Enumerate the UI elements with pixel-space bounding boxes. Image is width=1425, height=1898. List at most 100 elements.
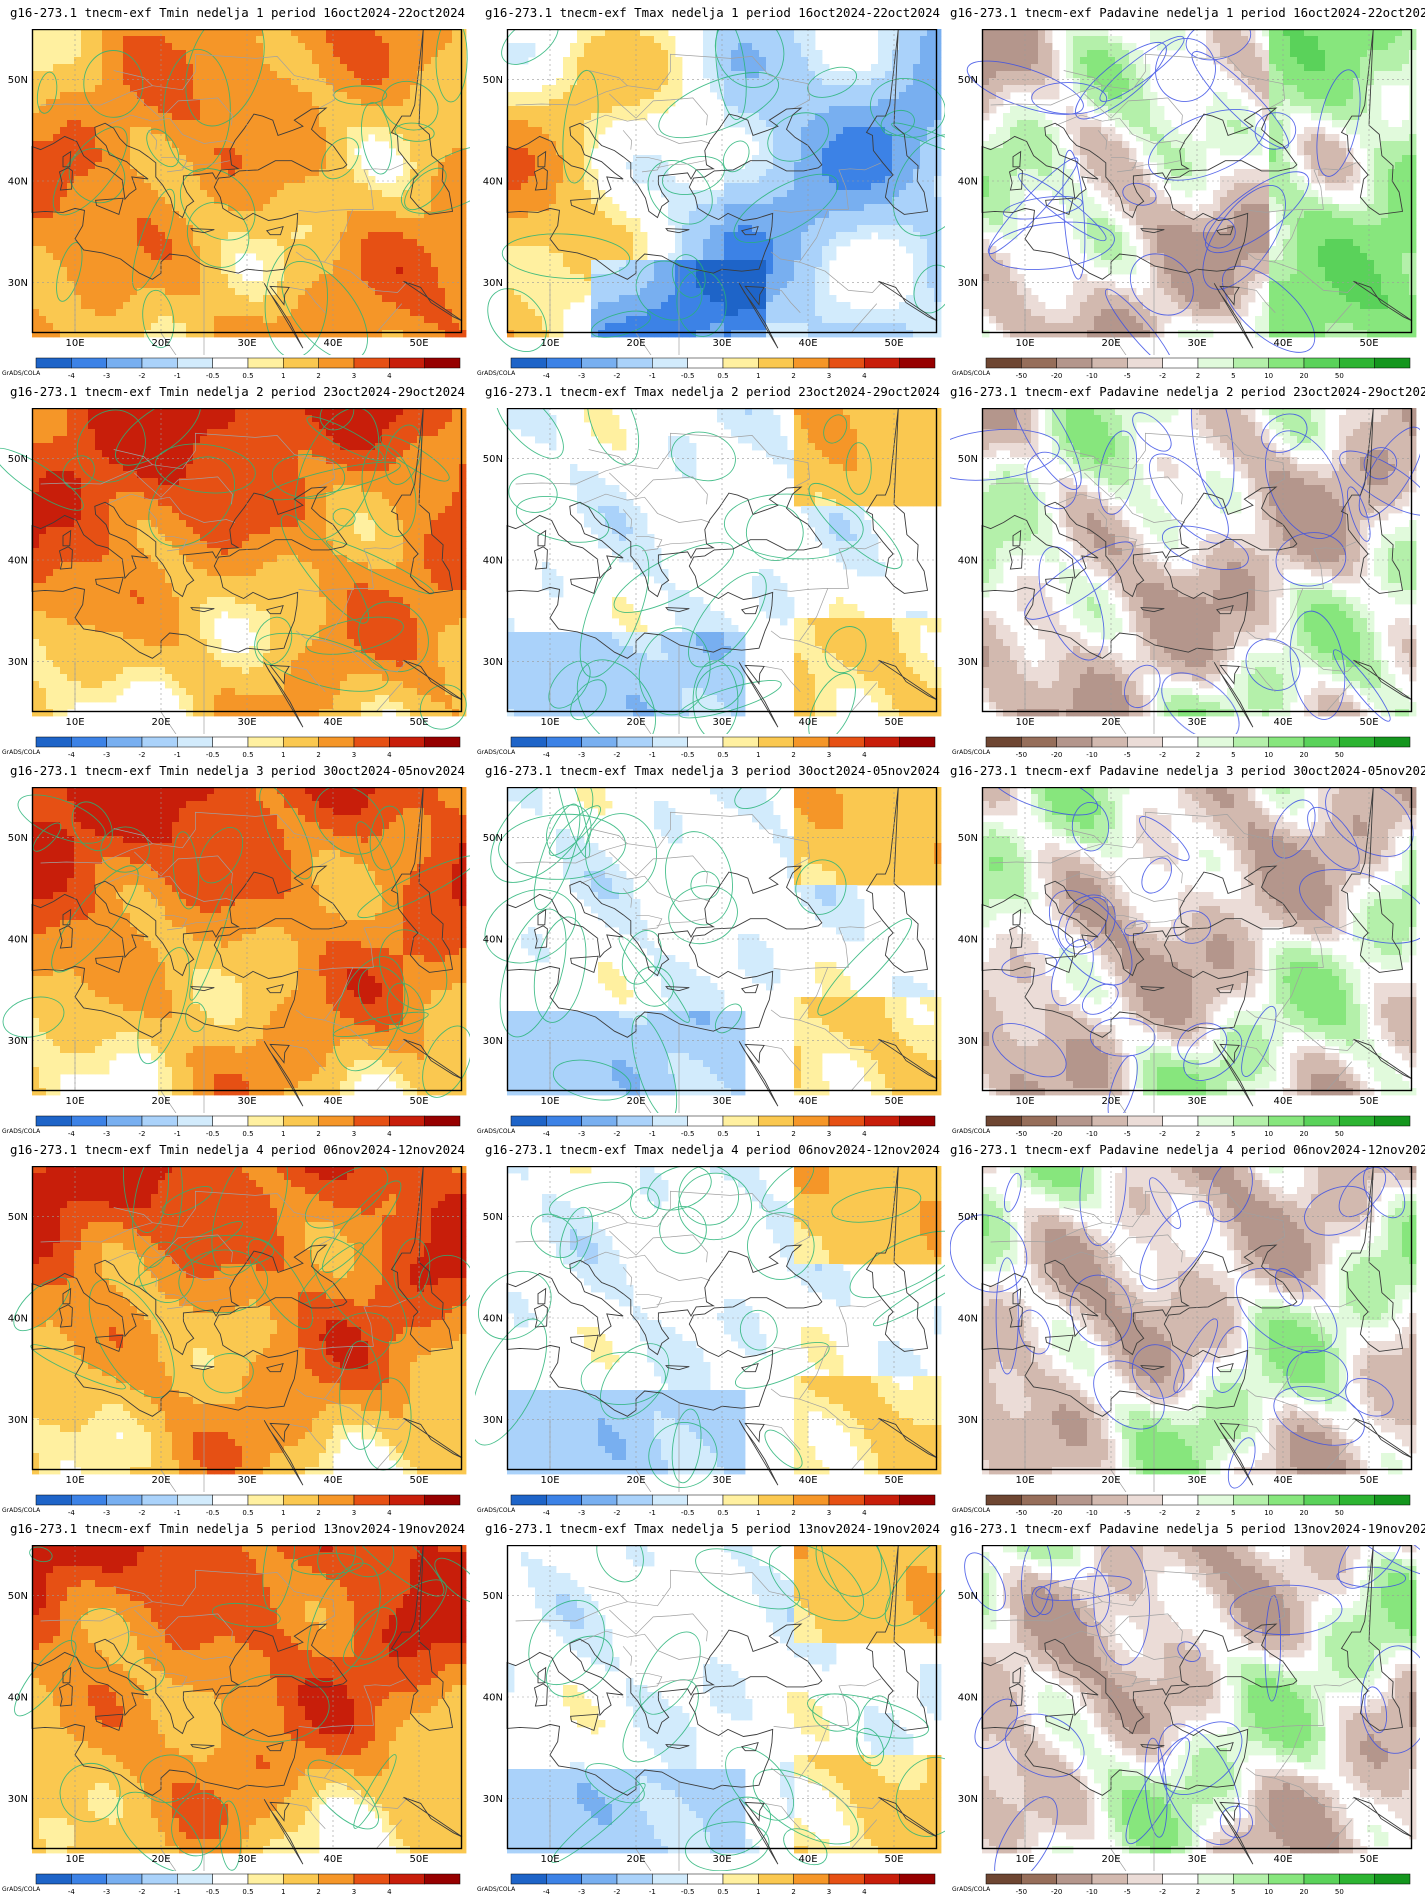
lon-tick-label: 40E	[798, 338, 817, 349]
lat-tick-label: 40N	[958, 1314, 978, 1325]
colorbar-swatch	[864, 1874, 899, 1884]
colorbar-swatch	[177, 737, 212, 747]
colorbar-swatch	[986, 737, 1021, 747]
lon-tick-label: 30E	[1187, 1854, 1206, 1865]
grads-credit: GrADS/COLA	[2, 1507, 41, 1514]
colorbar-swatch	[319, 1116, 354, 1126]
lon-tick-label: 50E	[884, 717, 903, 728]
lon-tick-label: 20E	[1101, 1475, 1120, 1486]
colorbar-swatch	[1021, 358, 1056, 368]
colorbar-swatch	[546, 737, 581, 747]
colorbar-swatch	[354, 1116, 389, 1126]
colorbar-swatch	[1057, 358, 1092, 368]
colorbar-swatch	[546, 1495, 581, 1505]
lon-tick-label: 40E	[323, 1854, 342, 1865]
lat-tick-label: 40N	[8, 1314, 28, 1325]
lon-tick-label: 30E	[712, 1096, 731, 1107]
lat-tick-label: 30N	[958, 1036, 978, 1047]
colorbar-swatch	[864, 1116, 899, 1126]
colorbar-swatch	[511, 358, 546, 368]
colorbar-swatch	[546, 358, 581, 368]
lon-tick-label: 40E	[798, 1854, 817, 1865]
lon-tick-label: 20E	[626, 1096, 645, 1107]
colorbar-swatch	[177, 1874, 212, 1884]
map-panel-11: g16-273.1 tnecm-exf Tmax nedelja 4 perio…	[475, 1137, 950, 1516]
lon-tick-label: 40E	[1273, 1475, 1292, 1486]
panel-title: g16-273.1 tnecm-exf Padavine nedelja 4 p…	[950, 1137, 1425, 1163]
colorbar-swatch	[1304, 1874, 1339, 1884]
colorbar-swatch	[688, 1874, 723, 1884]
colorbar-swatch	[71, 358, 106, 368]
lon-tick-label: 50E	[1359, 1854, 1378, 1865]
colorbar-swatch	[283, 1495, 318, 1505]
lon-tick-label: 20E	[1101, 1096, 1120, 1107]
lat-tick-label: 50N	[8, 1591, 28, 1602]
lat-tick-label: 50N	[483, 833, 503, 844]
colorbar-swatch	[1233, 1116, 1268, 1126]
grads-credit: GrADS/COLA	[477, 370, 516, 377]
colorbar-swatch	[617, 358, 652, 368]
colorbar-swatch	[723, 1495, 758, 1505]
colorbar-swatch	[1163, 1495, 1198, 1505]
lon-tick-label: 50E	[409, 1854, 428, 1865]
lat-tick-label: 30N	[958, 657, 978, 668]
lon-tick-label: 50E	[1359, 1096, 1378, 1107]
map-panel-10: g16-273.1 tnecm-exf Tmin nedelja 4 perio…	[0, 1137, 475, 1516]
colorbar-swatch	[213, 358, 248, 368]
colorbar-swatch	[354, 358, 389, 368]
grads-credit: GrADS/COLA	[952, 1886, 991, 1893]
lon-tick-label: 40E	[323, 1475, 342, 1486]
lon-tick-label: 20E	[1101, 717, 1120, 728]
lat-tick-label: 40N	[483, 556, 503, 567]
lat-tick-label: 50N	[8, 454, 28, 465]
lon-tick-label: 10E	[540, 1475, 559, 1486]
colorbar-swatch	[107, 358, 142, 368]
panel-title: g16-273.1 tnecm-exf Tmax nedelja 1 perio…	[475, 0, 950, 26]
map-panel-13: g16-273.1 tnecm-exf Tmin nedelja 5 perio…	[0, 1516, 475, 1895]
map-panel-2: g16-273.1 tnecm-exf Tmax nedelja 1 perio…	[475, 0, 950, 379]
lon-tick-label: 10E	[540, 717, 559, 728]
grads-credit: GrADS/COLA	[952, 1507, 991, 1514]
colorbar-swatch	[986, 1495, 1021, 1505]
colorbar-swatch	[1127, 358, 1162, 368]
colorbar-swatch	[425, 358, 460, 368]
colorbar-swatch	[1339, 1495, 1374, 1505]
colorbar-swatch	[1269, 737, 1304, 747]
lat-tick-label: 40N	[958, 177, 978, 188]
panel-title: g16-273.1 tnecm-exf Padavine nedelja 1 p…	[950, 0, 1425, 26]
lon-tick-label: 30E	[1187, 1096, 1206, 1107]
colorbar-swatch	[1092, 1495, 1127, 1505]
colorbar-swatch	[1304, 1495, 1339, 1505]
grads-credit: GrADS/COLA	[2, 749, 41, 756]
panel-title: g16-273.1 tnecm-exf Tmin nedelja 4 perio…	[0, 1137, 475, 1163]
lon-tick-label: 10E	[540, 1096, 559, 1107]
lon-tick-label: 10E	[65, 1854, 84, 1865]
colorbar-swatch	[582, 358, 617, 368]
colorbar-swatch	[142, 1116, 177, 1126]
lon-tick-label: 30E	[237, 1854, 256, 1865]
lon-tick-label: 20E	[626, 717, 645, 728]
lat-tick-label: 30N	[8, 657, 28, 668]
colorbar-swatch	[1269, 1116, 1304, 1126]
panel-title: g16-273.1 tnecm-exf Padavine nedelja 5 p…	[950, 1516, 1425, 1542]
colorbar-swatch	[319, 737, 354, 747]
colorbar-swatch	[546, 1874, 581, 1884]
colorbar-swatch	[283, 358, 318, 368]
lat-tick-label: 30N	[483, 1794, 503, 1805]
colorbar-swatch	[723, 1116, 758, 1126]
colorbar-swatch	[1269, 1874, 1304, 1884]
lon-tick-label: 10E	[1015, 1854, 1034, 1865]
colorbar-swatch	[511, 1874, 546, 1884]
colorbar-swatch	[864, 737, 899, 747]
lat-tick-label: 40N	[958, 935, 978, 946]
lon-tick-label: 50E	[409, 1096, 428, 1107]
lat-tick-label: 50N	[8, 1212, 28, 1223]
lat-tick-label: 50N	[8, 75, 28, 86]
